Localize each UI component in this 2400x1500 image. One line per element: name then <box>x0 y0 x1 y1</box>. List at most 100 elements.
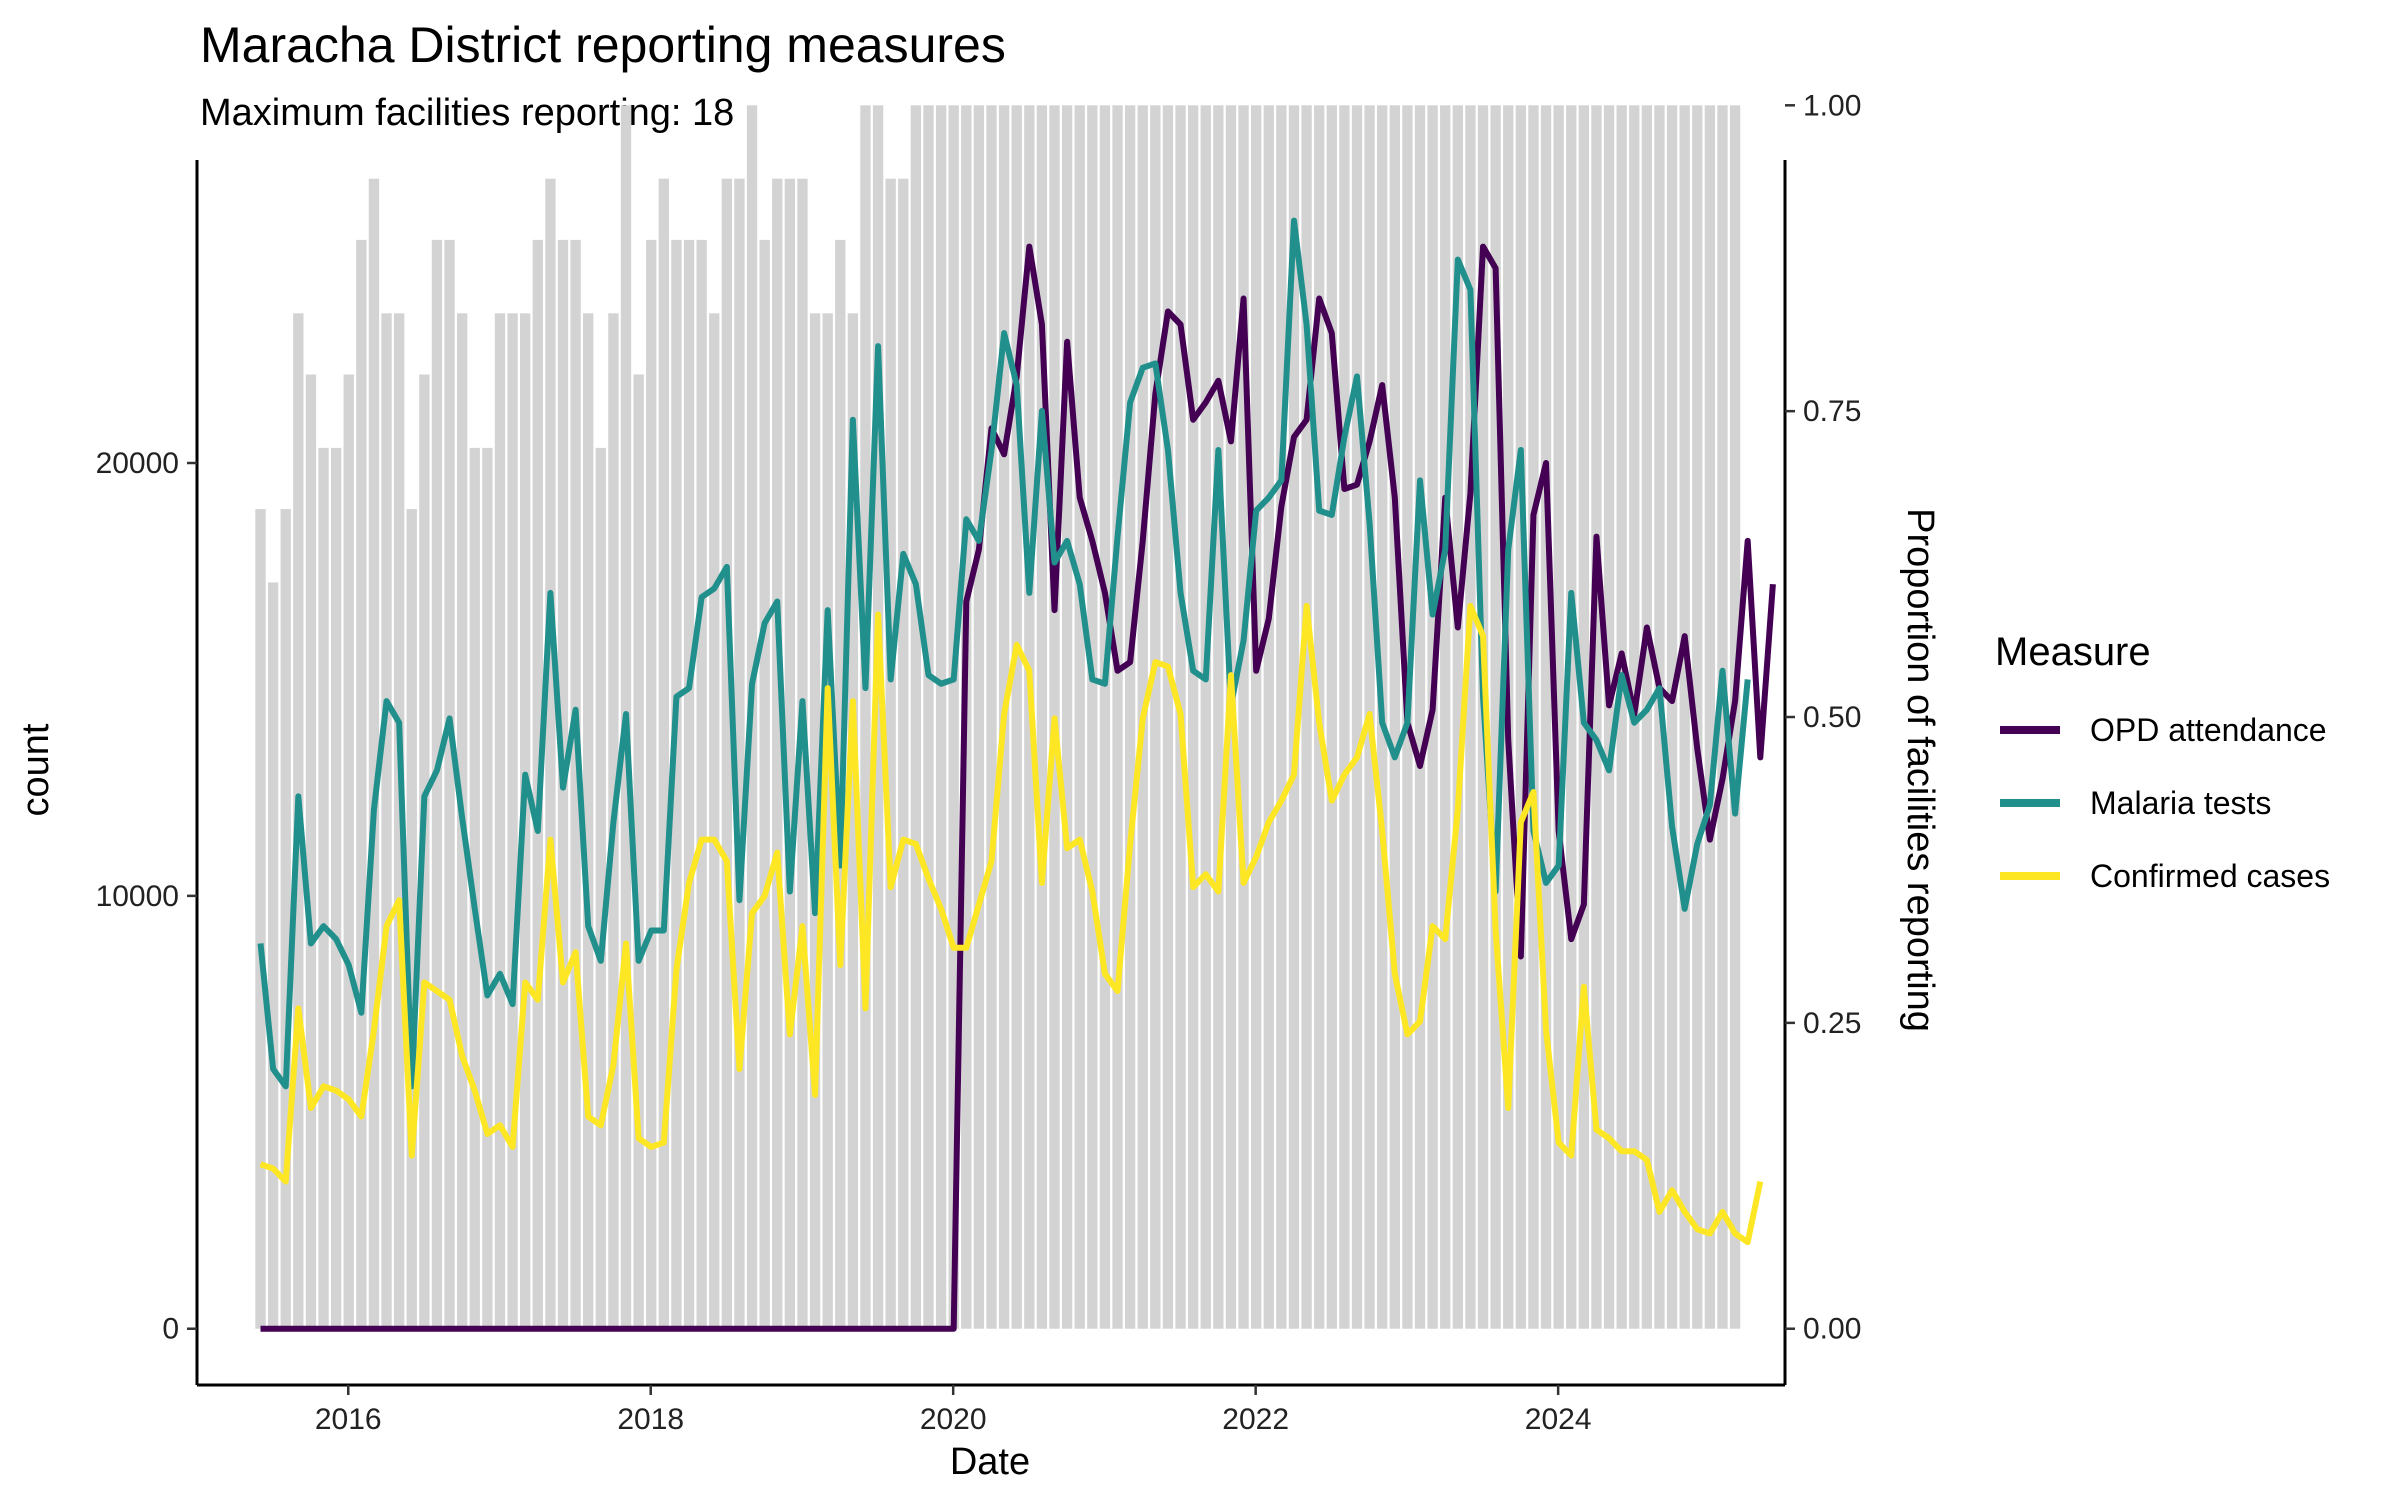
reporting-bar <box>368 178 380 1329</box>
reporting-bar <box>1490 105 1501 1329</box>
reporting-bar <box>1540 105 1552 1329</box>
reporting-bar <box>1389 105 1400 1329</box>
reporting-bar <box>1440 105 1451 1329</box>
reporting-bar <box>973 105 985 1329</box>
x-axis-title: Date <box>950 1441 1030 1483</box>
reporting-bar <box>1276 105 1287 1329</box>
reporting-bar <box>809 313 821 1329</box>
reporting-bar <box>1704 105 1716 1329</box>
reporting-bar <box>356 239 367 1329</box>
legend-label-confirmed-cases: Confirmed cases <box>2090 858 2330 894</box>
reporting-bar <box>255 509 266 1329</box>
y-tick-label: 10000 <box>96 880 179 913</box>
reporting-bar <box>1616 105 1627 1329</box>
reporting-bar <box>330 447 342 1329</box>
reporting-bar <box>393 313 405 1329</box>
chart-title: Maracha District reporting measures <box>200 17 1006 73</box>
x-tick-label: 2022 <box>1222 1403 1289 1436</box>
reporting-bar <box>860 105 871 1329</box>
reporting-bar <box>1679 105 1690 1329</box>
reporting-bar <box>935 105 947 1329</box>
reporting-bar <box>494 313 506 1329</box>
reporting-bar <box>1692 105 1703 1329</box>
reporting-bar <box>797 178 808 1329</box>
legend: Measure OPD attendance Malaria tests Con… <box>1995 630 2330 894</box>
legend-title: Measure <box>1995 630 2151 674</box>
reporting-bar <box>784 178 796 1329</box>
reporting-bar <box>1528 105 1539 1329</box>
reporting-bar <box>772 178 783 1329</box>
x-tick-label: 2018 <box>617 1403 684 1436</box>
reporting-bar <box>1150 105 1161 1329</box>
reporting-bars <box>255 105 1741 1329</box>
reporting-bar <box>507 313 518 1329</box>
reporting-bar <box>431 239 443 1329</box>
reporting-bar <box>872 105 884 1329</box>
y2-tick-label: 0.50 <box>1803 701 1861 734</box>
reporting-bar <box>1112 105 1123 1329</box>
x-tick-label: 2024 <box>1525 1403 1592 1436</box>
reporting-bar <box>1011 105 1022 1329</box>
y2-axis-title: Proportion of facilities reporting <box>1899 508 1941 1032</box>
reporting-bar <box>1603 105 1615 1329</box>
reporting-bar <box>1099 105 1111 1329</box>
reporting-bar <box>482 447 493 1329</box>
reporting-bar <box>885 178 896 1329</box>
reporting-bar <box>1036 105 1048 1329</box>
reporting-bar <box>1162 105 1174 1329</box>
axes: 2016 2018 2020 2022 2024 0 10000 20000 0.00 0.25 0… <box>96 89 1862 1436</box>
reporting-bar <box>683 239 695 1329</box>
reporting-bar <box>1553 105 1564 1329</box>
y-tick-label: 20000 <box>96 447 179 480</box>
series-lines <box>257 217 1776 1332</box>
y2-tick-label: 0.25 <box>1803 1007 1861 1040</box>
reporting-bar <box>570 239 581 1329</box>
reporting-bar <box>986 105 997 1329</box>
reporting-bar <box>1339 105 1350 1329</box>
reporting-bar <box>822 313 833 1329</box>
reporting-bar <box>1717 105 1728 1329</box>
reporting-bar <box>948 105 959 1329</box>
y2-tick-label: 0.00 <box>1803 1313 1861 1346</box>
reporting-bar <box>1213 105 1224 1329</box>
reporting-bar <box>583 313 594 1329</box>
reporting-bar <box>721 178 732 1329</box>
reporting-bar <box>381 313 392 1329</box>
reporting-bar <box>267 582 279 1329</box>
reporting-bar <box>1251 105 1262 1329</box>
reporting-bar <box>759 239 770 1329</box>
reporting-bar <box>1061 105 1073 1329</box>
reporting-bar <box>696 239 707 1329</box>
reporting-bar <box>1288 105 1300 1329</box>
reporting-bar <box>1124 105 1136 1329</box>
reporting-bar <box>709 313 720 1329</box>
reporting-bar <box>1187 105 1199 1329</box>
chart-subtitle: Maximum facilities reporting: 18 <box>200 92 735 134</box>
reporting-bar <box>671 239 682 1329</box>
reporting-bar <box>1641 105 1653 1329</box>
reporting-bar <box>1452 105 1463 1329</box>
reporting-bar <box>1200 105 1211 1329</box>
reporting-bar <box>545 178 556 1329</box>
reporting-bar <box>1074 105 1085 1329</box>
reporting-bar <box>658 178 669 1329</box>
reporting-bar <box>280 509 291 1329</box>
reporting-bar <box>406 509 417 1329</box>
x-tick-label: 2020 <box>920 1403 987 1436</box>
reporting-bar <box>318 447 329 1329</box>
reporting-bar <box>633 374 644 1329</box>
reporting-bar <box>1087 105 1098 1329</box>
reporting-bar <box>1238 105 1249 1329</box>
legend-label-malaria-tests: Malaria tests <box>2090 785 2271 821</box>
reporting-bar <box>1666 105 1678 1329</box>
reporting-bar <box>343 374 354 1329</box>
reporting-bar <box>1414 105 1426 1329</box>
reporting-bar <box>1263 105 1274 1329</box>
reporting-bar <box>923 105 934 1329</box>
reporting-bar <box>898 178 909 1329</box>
reporting-bar <box>1591 105 1602 1329</box>
y2-tick-label: 0.75 <box>1803 395 1861 428</box>
legend-label-opd-attendance: OPD attendance <box>2090 712 2327 748</box>
x-tick-label: 2016 <box>315 1403 382 1436</box>
